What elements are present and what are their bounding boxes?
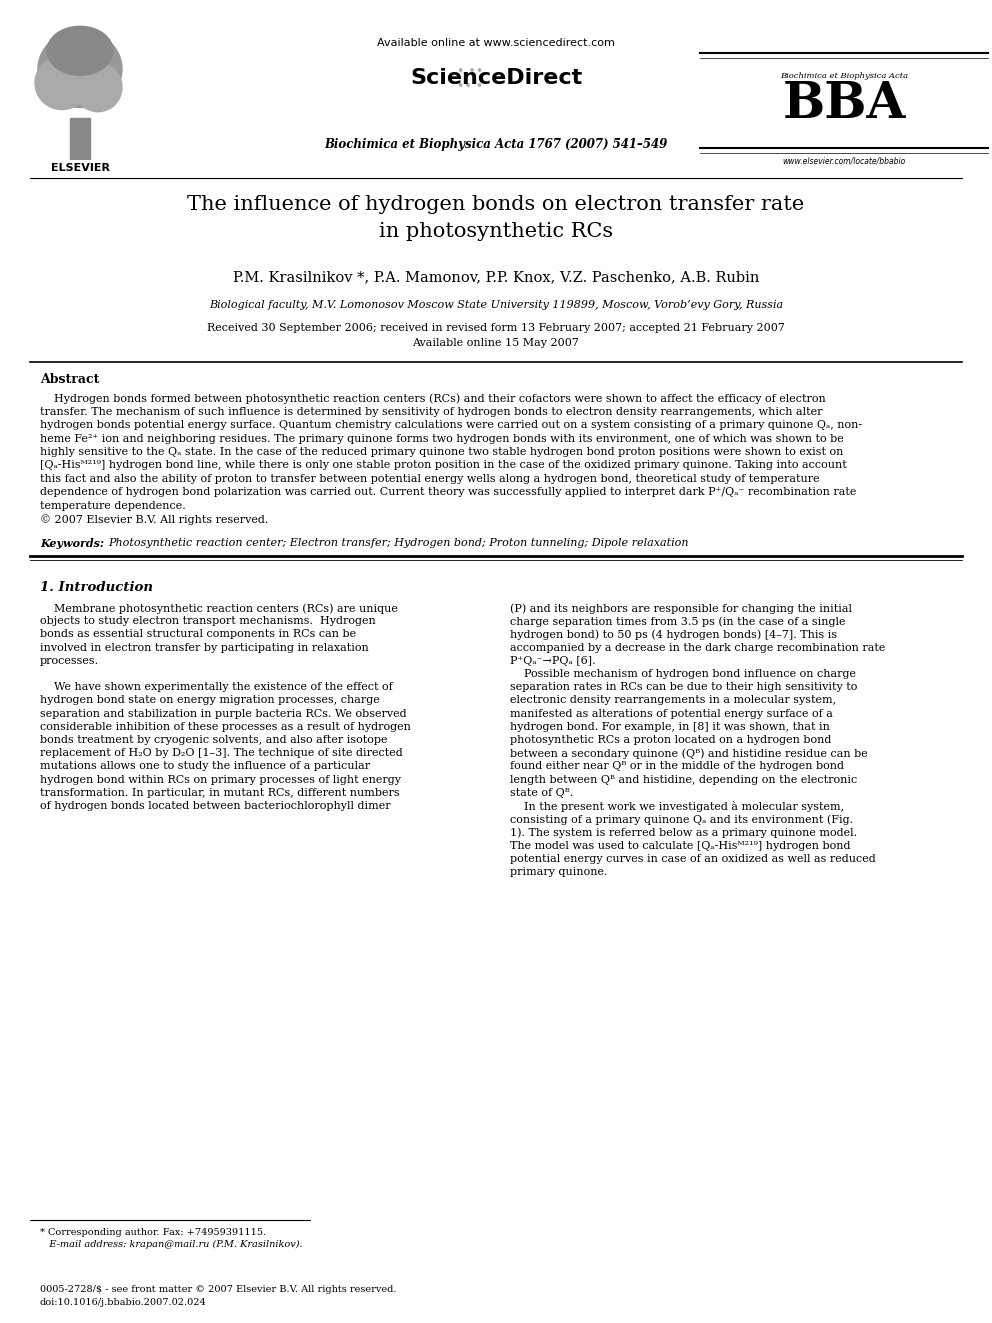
Text: Received 30 September 2006; received in revised form 13 February 2007; accepted : Received 30 September 2006; received in … bbox=[207, 323, 785, 333]
Text: between a secondary quinone (Qᴮ) and histidine residue can be: between a secondary quinone (Qᴮ) and his… bbox=[510, 749, 868, 759]
Text: hydrogen bond state on energy migration processes, charge: hydrogen bond state on energy migration … bbox=[40, 696, 380, 705]
Text: We have shown experimentally the existence of the effect of: We have shown experimentally the existen… bbox=[40, 683, 393, 692]
Text: dependence of hydrogen bond polarization was carried out. Current theory was suc: dependence of hydrogen bond polarization… bbox=[40, 487, 856, 497]
Text: electronic density rearrangements in a molecular system,: electronic density rearrangements in a m… bbox=[510, 696, 836, 705]
Text: 1). The system is referred below as a primary quinone model.: 1). The system is referred below as a pr… bbox=[510, 827, 857, 837]
Text: hydrogen bond within RCs on primary processes of light energy: hydrogen bond within RCs on primary proc… bbox=[40, 774, 401, 785]
Text: BBA: BBA bbox=[783, 79, 906, 130]
Text: considerable inhibition of these processes as a result of hydrogen: considerable inhibition of these process… bbox=[40, 722, 411, 732]
Text: replacement of H₂O by D₂O [1–3]. The technique of site directed: replacement of H₂O by D₂O [1–3]. The tec… bbox=[40, 749, 403, 758]
Text: involved in electron transfer by participating in relaxation: involved in electron transfer by partici… bbox=[40, 643, 369, 652]
Text: E-mail address: krapan@mail.ru (P.M. Krasilnikov).: E-mail address: krapan@mail.ru (P.M. Kra… bbox=[40, 1240, 303, 1249]
Text: Keywords:: Keywords: bbox=[40, 538, 104, 549]
Text: objects to study electron transport mechanisms.  Hydrogen: objects to study electron transport mech… bbox=[40, 617, 376, 626]
Text: found either near Qᴮ or in the middle of the hydrogen bond: found either near Qᴮ or in the middle of… bbox=[510, 762, 844, 771]
Text: Biological faculty, M.V. Lomonosov Moscow State University 119899, Moscow, Vorob: Biological faculty, M.V. Lomonosov Mosco… bbox=[209, 300, 783, 310]
Text: temperature dependence.: temperature dependence. bbox=[40, 501, 186, 511]
Text: consisting of a primary quinone Qₐ and its environment (Fig.: consisting of a primary quinone Qₐ and i… bbox=[510, 814, 853, 824]
Text: manifested as alterations of potential energy surface of a: manifested as alterations of potential e… bbox=[510, 709, 833, 718]
Text: of hydrogen bonds located between bacteriochlorophyll dimer: of hydrogen bonds located between bacter… bbox=[40, 800, 391, 811]
Text: highly sensitive to the Qₐ state. In the case of the reduced primary quinone two: highly sensitive to the Qₐ state. In the… bbox=[40, 447, 843, 456]
Text: mutations allows one to study the influence of a particular: mutations allows one to study the influe… bbox=[40, 762, 370, 771]
Text: 1. Introduction: 1. Introduction bbox=[40, 581, 153, 594]
Text: charge separation times from 3.5 ps (in the case of a single: charge separation times from 3.5 ps (in … bbox=[510, 617, 845, 627]
Text: separation rates in RCs can be due to their high sensitivity to: separation rates in RCs can be due to th… bbox=[510, 683, 857, 692]
Text: doi:10.1016/j.bbabio.2007.02.024: doi:10.1016/j.bbabio.2007.02.024 bbox=[40, 1298, 206, 1307]
Text: Membrane photosynthetic reaction centers (RCs) are unique: Membrane photosynthetic reaction centers… bbox=[40, 603, 398, 614]
Text: www.elsevier.com/locate/bbabio: www.elsevier.com/locate/bbabio bbox=[783, 156, 906, 165]
Text: In the present work we investigated à molecular system,: In the present work we investigated à mo… bbox=[510, 800, 844, 812]
Text: The influence of hydrogen bonds on electron transfer rate: The influence of hydrogen bonds on elect… bbox=[187, 194, 805, 214]
Text: [Qₐ-Hisᴹ²¹⁹] hydrogen bond line, while there is only one stable proton position : [Qₐ-Hisᴹ²¹⁹] hydrogen bond line, while t… bbox=[40, 460, 847, 471]
Text: state of Qᴮ.: state of Qᴮ. bbox=[510, 787, 573, 798]
Ellipse shape bbox=[38, 30, 122, 107]
Text: length between Qᴮ and histidine, depending on the electronic: length between Qᴮ and histidine, dependi… bbox=[510, 774, 857, 785]
Text: The model was used to calculate [Qₐ-Hisᴹ²¹⁹] hydrogen bond: The model was used to calculate [Qₐ-Hisᴹ… bbox=[510, 840, 850, 851]
Ellipse shape bbox=[35, 57, 89, 110]
Text: ELSEVIER: ELSEVIER bbox=[51, 163, 109, 173]
Text: ScienceDirect: ScienceDirect bbox=[410, 67, 582, 89]
Text: Available online at www.sciencedirect.com: Available online at www.sciencedirect.co… bbox=[377, 38, 615, 48]
Text: * Corresponding author. Fax: +74959391115.: * Corresponding author. Fax: +7495939111… bbox=[40, 1228, 266, 1237]
Ellipse shape bbox=[47, 26, 113, 75]
Text: hydrogen bond. For example, in [8] it was shown, that in: hydrogen bond. For example, in [8] it wa… bbox=[510, 722, 830, 732]
Text: Abstract: Abstract bbox=[40, 373, 99, 386]
Text: transformation. In particular, in mutant RCs, different numbers: transformation. In particular, in mutant… bbox=[40, 787, 400, 798]
Text: Hydrogen bonds formed between photosynthetic reaction centers (RCs) and their co: Hydrogen bonds formed between photosynth… bbox=[40, 393, 825, 404]
Text: hydrogen bonds potential energy surface. Quantum chemistry calculations were car: hydrogen bonds potential energy surface.… bbox=[40, 419, 862, 430]
Text: © 2007 Elsevier B.V. All rights reserved.: © 2007 Elsevier B.V. All rights reserved… bbox=[40, 515, 269, 525]
Text: bonds as essential structural components in RCs can be: bonds as essential structural components… bbox=[40, 630, 356, 639]
Text: P⁺Qₐ⁻→PQₐ [6].: P⁺Qₐ⁻→PQₐ [6]. bbox=[510, 656, 595, 665]
Text: heme Fe²⁺ ion and neighboring residues. The primary quinone forms two hydrogen b: heme Fe²⁺ ion and neighboring residues. … bbox=[40, 434, 844, 443]
Text: (P) and its neighbors are responsible for changing the initial: (P) and its neighbors are responsible fo… bbox=[510, 603, 852, 614]
Text: transfer. The mechanism of such influence is determined by sensitivity of hydrog: transfer. The mechanism of such influenc… bbox=[40, 406, 822, 417]
Text: Available online 15 May 2007: Available online 15 May 2007 bbox=[413, 337, 579, 348]
Text: • ••
•• •: • •• •• • bbox=[457, 65, 483, 93]
Text: P.M. Krasilnikov *, P.A. Mamonov, P.P. Knox, V.Z. Paschenko, A.B. Rubin: P.M. Krasilnikov *, P.A. Mamonov, P.P. K… bbox=[233, 270, 759, 284]
Text: Biochimica et Biophysica Acta 1767 (2007) 541–549: Biochimica et Biophysica Acta 1767 (2007… bbox=[324, 138, 668, 151]
Text: photo​synthetic RCs a proton located on a hydrogen bond: photo​synthetic RCs a proton located on … bbox=[510, 736, 831, 745]
Text: this fact and also the ability of proton to transfer between potential energy we: this fact and also the ability of proton… bbox=[40, 474, 819, 484]
Text: separation and stabilization in purple bacteria RCs. We observed: separation and stabilization in purple b… bbox=[40, 709, 407, 718]
Text: Possible mechanism of hydrogen bond influence on charge: Possible mechanism of hydrogen bond infl… bbox=[510, 669, 856, 679]
Text: processes.: processes. bbox=[40, 656, 99, 665]
Text: Biochimica et Biophysica Acta: Biochimica et Biophysica Acta bbox=[780, 71, 908, 79]
Text: hydrogen bond) to 50 ps (4 hydrogen bonds) [4–7]. This is: hydrogen bond) to 50 ps (4 hydrogen bond… bbox=[510, 630, 837, 640]
Bar bbox=[70, 118, 89, 160]
Text: accompanied by a decrease in the dark charge recombination rate: accompanied by a decrease in the dark ch… bbox=[510, 643, 886, 652]
Text: in photosynthetic RCs: in photosynthetic RCs bbox=[379, 222, 613, 241]
Text: Photosynthetic reaction center; Electron transfer; Hydrogen bond; Proton tunneli: Photosynthetic reaction center; Electron… bbox=[108, 538, 688, 548]
Text: potential energy curves in case of an oxidized as well as reduced: potential energy curves in case of an ox… bbox=[510, 853, 876, 864]
Text: primary quinone.: primary quinone. bbox=[510, 867, 607, 877]
Ellipse shape bbox=[74, 62, 122, 111]
Text: 0005-2728/$ - see front matter © 2007 Elsevier B.V. All rights reserved.: 0005-2728/$ - see front matter © 2007 El… bbox=[40, 1285, 397, 1294]
Text: bonds treatment by cryogenic solvents, and also after isotope: bonds treatment by cryogenic solvents, a… bbox=[40, 736, 388, 745]
